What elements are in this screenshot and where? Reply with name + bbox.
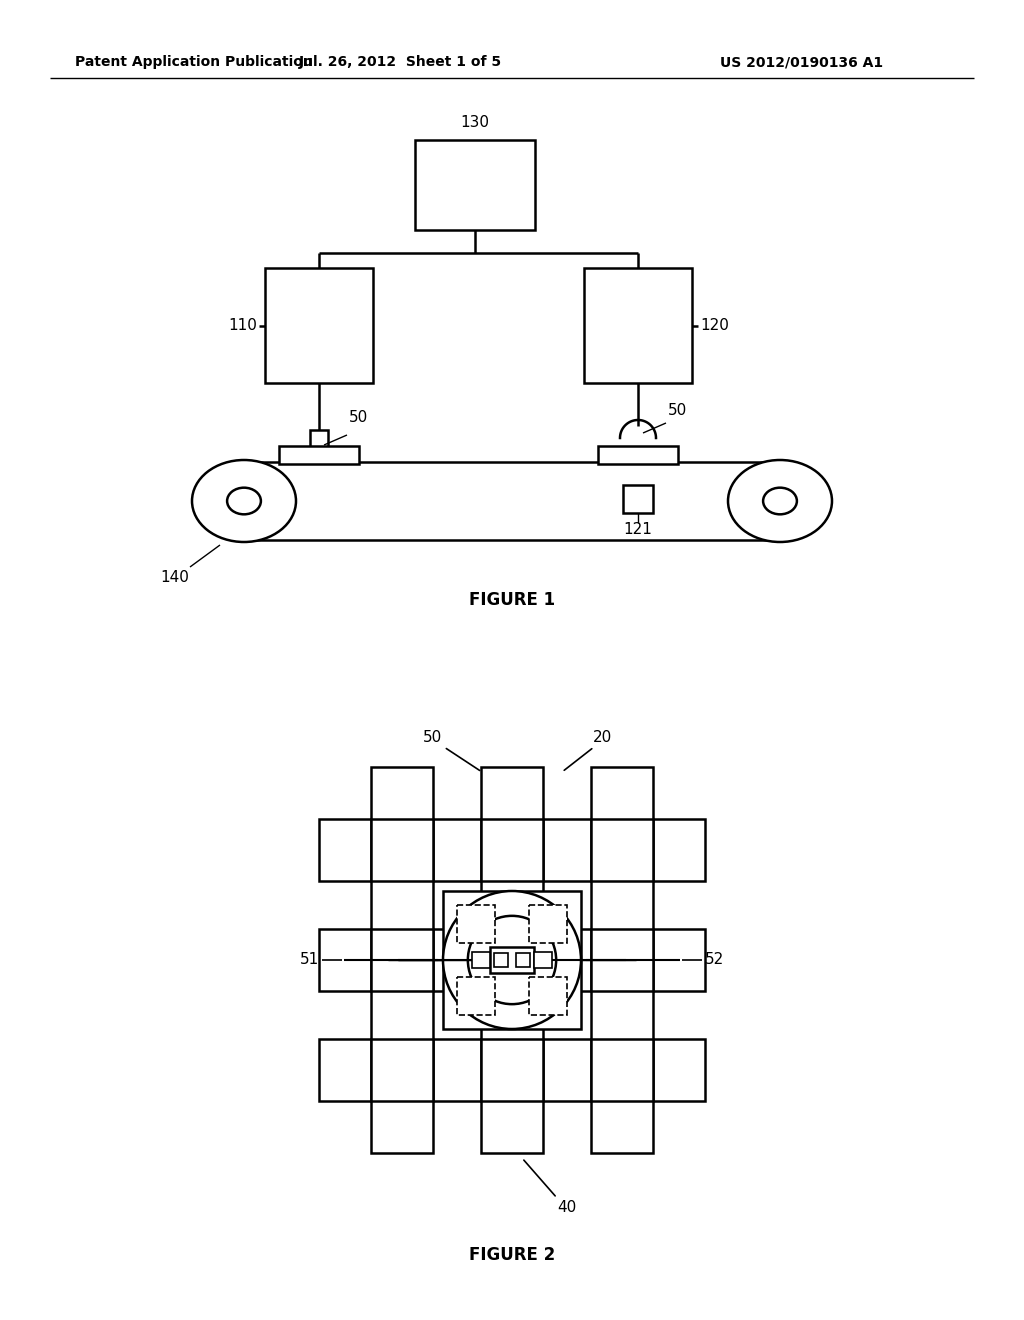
Bar (584, 268, 692, 383)
Bar (529, 906, 567, 942)
Bar (443, 891, 581, 1030)
Bar (534, 952, 552, 968)
Text: 51: 51 (300, 953, 319, 968)
Text: US 2012/0190136 A1: US 2012/0190136 A1 (720, 55, 883, 69)
Bar (481, 929, 543, 991)
Text: 110: 110 (228, 318, 257, 333)
Bar (457, 977, 495, 1015)
Bar (490, 946, 534, 973)
Text: FIGURE 2: FIGURE 2 (469, 1246, 555, 1265)
Text: 50: 50 (349, 411, 369, 425)
Text: 140: 140 (161, 570, 189, 585)
Text: 120: 120 (700, 318, 729, 333)
Text: 21: 21 (539, 940, 558, 954)
Bar (481, 767, 543, 1152)
Text: 130: 130 (461, 115, 489, 129)
Text: Jul. 26, 2012  Sheet 1 of 5: Jul. 26, 2012 Sheet 1 of 5 (298, 55, 502, 69)
Text: 50: 50 (668, 403, 687, 418)
Bar (371, 1039, 433, 1101)
Bar (481, 1039, 543, 1101)
Ellipse shape (193, 459, 296, 543)
Bar (310, 430, 328, 451)
Text: 40: 40 (557, 1200, 577, 1216)
Circle shape (468, 916, 556, 1005)
Bar (543, 991, 591, 1039)
Text: 30: 30 (482, 1014, 502, 1030)
Bar (598, 446, 678, 465)
Bar (494, 953, 508, 968)
Bar (457, 906, 495, 942)
Text: 50: 50 (422, 730, 441, 744)
Ellipse shape (227, 487, 261, 515)
Bar (265, 268, 373, 383)
Bar (371, 929, 433, 991)
Circle shape (443, 891, 581, 1030)
Bar (591, 767, 653, 1152)
Bar (279, 446, 359, 465)
Bar (371, 767, 433, 1152)
Bar (543, 880, 591, 929)
Bar (472, 952, 490, 968)
Bar (481, 818, 543, 880)
Bar (433, 991, 481, 1039)
Bar (623, 484, 653, 513)
Text: 21: 21 (466, 940, 485, 954)
Text: 121: 121 (624, 521, 652, 536)
Bar (415, 140, 535, 230)
Bar (516, 953, 530, 968)
Bar (591, 1039, 653, 1101)
Bar (529, 977, 567, 1015)
Bar (319, 818, 705, 880)
Bar (591, 818, 653, 880)
Ellipse shape (728, 459, 831, 543)
Text: 20: 20 (592, 730, 611, 744)
Text: Patent Application Publication: Patent Application Publication (75, 55, 312, 69)
Bar (319, 1039, 705, 1101)
Bar (371, 818, 433, 880)
Text: FIGURE 1: FIGURE 1 (469, 591, 555, 609)
Ellipse shape (763, 487, 797, 515)
Bar (319, 929, 705, 991)
Bar (433, 880, 481, 929)
Text: 52: 52 (705, 953, 724, 968)
Bar (591, 929, 653, 991)
